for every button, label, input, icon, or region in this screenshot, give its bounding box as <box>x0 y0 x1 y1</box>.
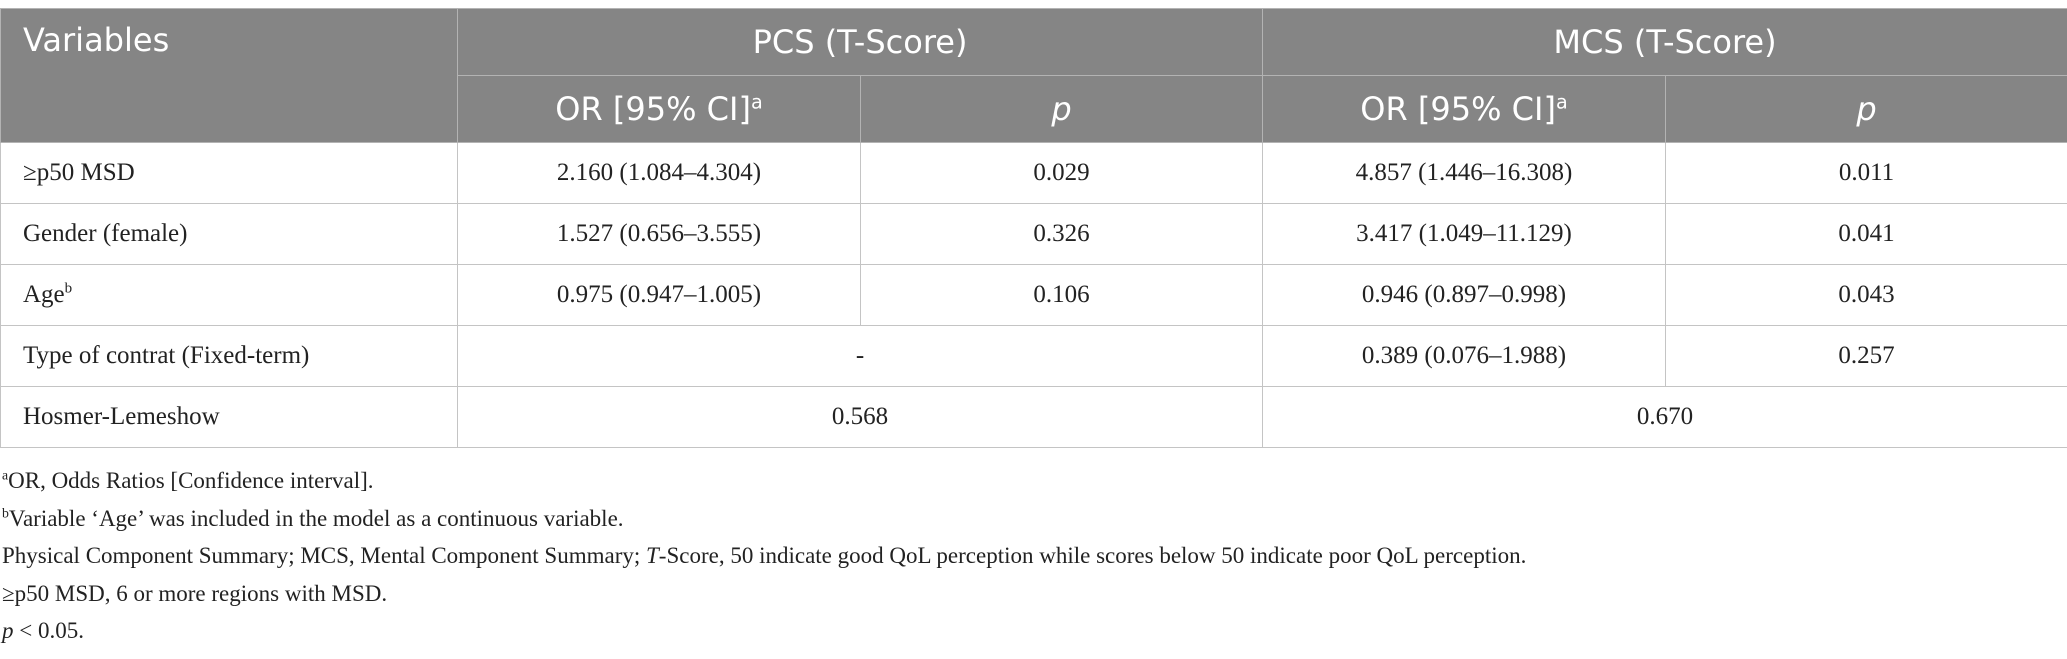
footnote-b-marker: b <box>2 504 9 520</box>
pcs-p-cell: 0.106 <box>860 264 1263 326</box>
row-label: Gender (female) <box>0 203 458 265</box>
header-pcs: PCS (T-Score) <box>457 8 1263 76</box>
footnote-b: bVariable ‘Age’ was included in the mode… <box>2 500 1526 538</box>
table-row: Type of contrat (Fixed-term) - 0.389 (0.… <box>0 325 2067 387</box>
mcs-p-cell: 0.043 <box>1665 264 2067 326</box>
mcs-p-cell: 0.011 <box>1665 142 2067 204</box>
results-table-container: Variables PCS (T-Score) MCS (T-Score) OR… <box>0 8 2067 448</box>
footnote-a-text: OR, Odds Ratios [Confidence interval]. <box>8 468 374 493</box>
footnote-a-marker: a <box>2 467 9 483</box>
mcs-or-cell: 3.417 (1.049–11.129) <box>1262 203 1666 265</box>
footnote-line3-italic: T <box>646 543 659 568</box>
row-label: Type of contrat (Fixed-term) <box>0 325 458 387</box>
or-superscript: a <box>1555 90 1568 114</box>
pcs-or-cell: 0.975 (0.947–1.005) <box>457 264 861 326</box>
pcs-merged-cell: 0.568 <box>457 386 1263 448</box>
row-label-superscript: b <box>64 280 73 297</box>
header-mcs-or: OR [95% CI]a <box>1262 75 1666 143</box>
header-mcs: MCS (T-Score) <box>1262 8 2067 76</box>
pcs-merged-cell: - <box>457 325 1263 387</box>
footnote-a: aOR, Odds Ratios [Confidence interval]. <box>2 462 1526 500</box>
footnote-p-italic: p <box>2 618 14 643</box>
table-row: Ageb 0.975 (0.947–1.005) 0.106 0.946 (0.… <box>0 264 2067 326</box>
or-label: OR [95% CI] <box>1360 90 1556 128</box>
pcs-p-cell: 0.326 <box>860 203 1263 265</box>
footnote-p-text: < 0.05. <box>13 618 84 643</box>
header-variables: Variables <box>0 8 458 143</box>
mcs-or-cell: 0.389 (0.076–1.988) <box>1262 325 1666 387</box>
footnote-b-text: Variable ‘Age’ was included in the model… <box>8 505 624 531</box>
mcs-or-cell: 4.857 (1.446–16.308) <box>1262 142 1666 204</box>
table-footnotes: aOR, Odds Ratios [Confidence interval]. … <box>2 462 1526 650</box>
row-label-text: Age <box>23 281 65 308</box>
pcs-or-cell: 2.160 (1.084–4.304) <box>457 142 861 204</box>
row-label: ≥p50 MSD <box>0 142 458 204</box>
footnote-line3-post: -Score, 50 indicate good QoL perception … <box>658 543 1527 568</box>
header-pcs-p: p <box>860 75 1263 143</box>
table-row: Gender (female) 1.527 (0.656–3.555) 0.32… <box>0 203 2067 265</box>
mcs-or-cell: 0.946 (0.897–0.998) <box>1262 264 1666 326</box>
or-superscript: a <box>750 90 763 114</box>
header-pcs-or: OR [95% CI]a <box>457 75 861 143</box>
row-label: Hosmer-Lemeshow <box>0 386 458 448</box>
mcs-p-cell: 0.257 <box>1665 325 2067 387</box>
header-row-2: OR [95% CI]a p OR [95% CI]a p <box>1 75 2067 143</box>
or-label: OR [95% CI] <box>555 90 751 128</box>
mcs-merged-cell: 0.670 <box>1262 386 2067 448</box>
pcs-or-cell: 1.527 (0.656–3.555) <box>457 203 861 265</box>
header-row-1: Variables PCS (T-Score) MCS (T-Score) <box>0 8 2067 143</box>
footnote-significance: p < 0.05. <box>2 612 1526 650</box>
regression-table: Variables PCS (T-Score) MCS (T-Score) OR… <box>0 8 2067 448</box>
mcs-p-cell: 0.041 <box>1665 203 2067 265</box>
table-row: Hosmer-Lemeshow 0.568 0.670 <box>0 386 2067 448</box>
footnote-abbreviations: Physical Component Summary; MCS, Mental … <box>2 537 1526 575</box>
footnote-msd: ≥p50 MSD, 6 or more regions with MSD. <box>2 580 388 606</box>
table-row: ≥p50 MSD 2.160 (1.084–4.304) 0.029 4.857… <box>0 142 2067 204</box>
pcs-p-cell: 0.029 <box>860 142 1263 204</box>
header-mcs-p: p <box>1665 75 2067 143</box>
footnote-line3-pre: Physical Component Summary; MCS, Mental … <box>2 543 646 568</box>
row-label: Ageb <box>0 264 458 326</box>
